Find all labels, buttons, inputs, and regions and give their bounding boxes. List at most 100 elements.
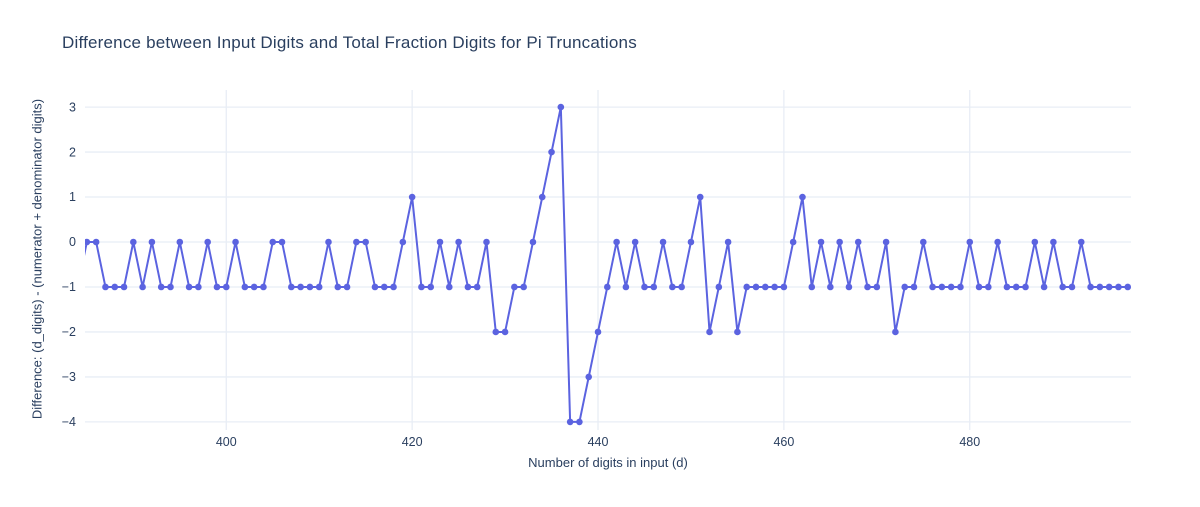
data-point[interactable]: [678, 283, 685, 291]
data-point[interactable]: [436, 238, 444, 246]
data-point[interactable]: [222, 283, 230, 291]
data-point[interactable]: [102, 283, 109, 291]
data-point[interactable]: [483, 238, 490, 246]
data-point[interactable]: [297, 283, 304, 291]
data-point[interactable]: [232, 238, 239, 246]
data-point[interactable]: [139, 283, 146, 291]
data-point[interactable]: [929, 283, 936, 291]
data-point[interactable]: [789, 238, 797, 246]
data-point[interactable]: [446, 283, 453, 291]
data-point[interactable]: [985, 283, 992, 291]
data-point[interactable]: [176, 238, 184, 246]
data-point[interactable]: [343, 283, 351, 291]
data-point[interactable]: [120, 283, 128, 291]
data-point[interactable]: [380, 283, 388, 291]
data-point[interactable]: [613, 238, 620, 246]
data-point[interactable]: [84, 238, 91, 246]
data-point[interactable]: [1003, 283, 1011, 291]
data-point[interactable]: [659, 238, 667, 246]
data-point[interactable]: [167, 283, 174, 291]
data-point[interactable]: [566, 418, 574, 426]
data-point[interactable]: [464, 283, 472, 291]
data-point[interactable]: [399, 238, 407, 246]
data-point[interactable]: [455, 238, 462, 246]
data-point[interactable]: [817, 238, 825, 246]
data-point[interactable]: [761, 283, 769, 291]
data-point[interactable]: [724, 238, 732, 246]
data-point[interactable]: [529, 238, 537, 246]
data-point[interactable]: [1068, 283, 1076, 291]
data-point[interactable]: [585, 373, 593, 381]
data-point[interactable]: [873, 283, 881, 291]
data-point[interactable]: [260, 283, 267, 291]
data-point[interactable]: [371, 283, 379, 291]
data-point[interactable]: [520, 283, 527, 291]
data-point[interactable]: [994, 238, 1001, 246]
data-point[interactable]: [315, 283, 323, 291]
data-point[interactable]: [427, 283, 435, 291]
data-point[interactable]: [492, 328, 500, 336]
data-point[interactable]: [1115, 283, 1122, 291]
data-point[interactable]: [975, 283, 983, 291]
data-point[interactable]: [288, 283, 295, 291]
data-point[interactable]: [780, 283, 788, 291]
data-point[interactable]: [1022, 283, 1029, 291]
data-point[interactable]: [845, 283, 853, 291]
data-point[interactable]: [557, 103, 565, 111]
data-point[interactable]: [334, 283, 342, 291]
data-point[interactable]: [157, 283, 165, 291]
data-point[interactable]: [390, 283, 397, 291]
data-point[interactable]: [808, 283, 816, 291]
data-point[interactable]: [864, 283, 871, 291]
data-point[interactable]: [195, 283, 202, 291]
data-point[interactable]: [204, 238, 211, 246]
data-point[interactable]: [501, 328, 509, 336]
data-point[interactable]: [771, 283, 778, 291]
data-point[interactable]: [1096, 283, 1104, 291]
data-point[interactable]: [241, 283, 249, 291]
data-point[interactable]: [882, 238, 890, 246]
data-point[interactable]: [919, 238, 927, 246]
data-point[interactable]: [669, 283, 676, 291]
data-point[interactable]: [325, 238, 332, 246]
data-point[interactable]: [947, 283, 955, 291]
data-point[interactable]: [715, 283, 723, 291]
data-point[interactable]: [752, 283, 760, 291]
data-point[interactable]: [743, 283, 751, 291]
data-point[interactable]: [538, 193, 546, 201]
data-point[interactable]: [353, 238, 360, 246]
data-point[interactable]: [827, 283, 834, 291]
data-point[interactable]: [631, 238, 639, 246]
data-point[interactable]: [1124, 283, 1132, 291]
data-point[interactable]: [966, 238, 974, 246]
data-point[interactable]: [854, 238, 862, 246]
data-point[interactable]: [278, 238, 286, 246]
data-point[interactable]: [706, 328, 713, 336]
data-point[interactable]: [799, 193, 806, 201]
data-point[interactable]: [269, 238, 277, 246]
data-point[interactable]: [111, 283, 119, 291]
data-point[interactable]: [1040, 283, 1048, 291]
data-point[interactable]: [1105, 283, 1113, 291]
data-point[interactable]: [185, 283, 193, 291]
data-point[interactable]: [213, 283, 221, 291]
data-point[interactable]: [910, 283, 918, 291]
data-point[interactable]: [362, 238, 369, 246]
data-point[interactable]: [1012, 283, 1020, 291]
data-point[interactable]: [696, 193, 704, 201]
data-point[interactable]: [548, 148, 555, 156]
data-point[interactable]: [836, 238, 843, 246]
data-point[interactable]: [306, 283, 314, 291]
data-point[interactable]: [1087, 283, 1094, 291]
data-point[interactable]: [687, 238, 695, 246]
data-point[interactable]: [892, 328, 899, 336]
data-point[interactable]: [734, 328, 741, 336]
data-point[interactable]: [418, 283, 425, 291]
data-point[interactable]: [1050, 238, 1057, 246]
data-point[interactable]: [92, 238, 100, 246]
data-point[interactable]: [1059, 283, 1066, 291]
data-point[interactable]: [576, 418, 583, 426]
data-point[interactable]: [957, 283, 964, 291]
data-point[interactable]: [594, 328, 602, 336]
